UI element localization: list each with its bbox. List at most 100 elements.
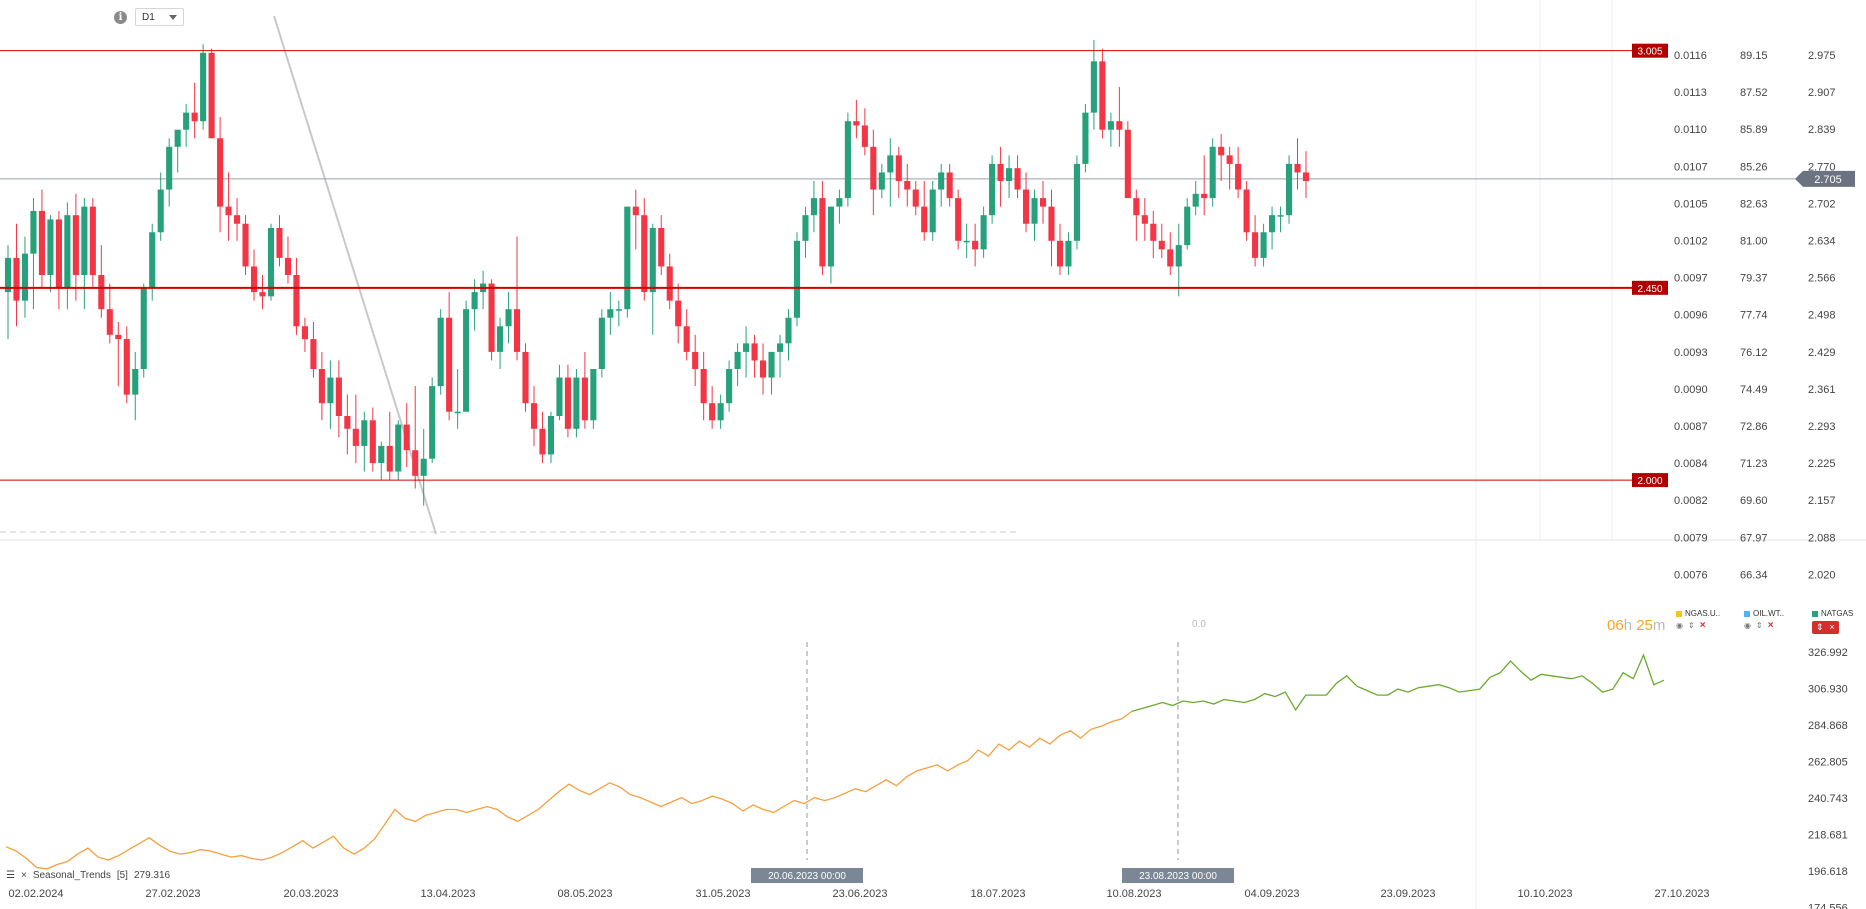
x-axis-label: 08.05.2023 <box>557 888 612 900</box>
indicator-legend[interactable]: ☰ × Seasonal_Trends [5] 279.316 <box>6 870 170 881</box>
candle-body <box>1107 121 1114 130</box>
candle-body <box>1056 240 1064 267</box>
candle-body <box>649 228 656 293</box>
candle-body <box>743 343 750 352</box>
candle-body <box>157 189 164 233</box>
sort-icon[interactable]: ⇕ <box>1687 621 1695 630</box>
candle-body <box>1243 189 1250 233</box>
candle-body <box>318 369 325 404</box>
candle-body <box>793 240 801 318</box>
candle-body <box>895 155 902 181</box>
candle-body <box>683 326 690 352</box>
candle-body <box>327 377 334 404</box>
candle-body <box>72 215 79 275</box>
legend-natgas-label: NATGAS <box>1821 609 1854 618</box>
candle-body <box>692 351 699 369</box>
candle-body <box>1039 198 1047 207</box>
axis-tick-label: 81.00 <box>1740 236 1768 248</box>
axis-tick-label: 0.0082 <box>1674 495 1708 507</box>
candle-body <box>132 369 139 395</box>
legend-natgas[interactable]: NATGAS ⇕ × <box>1812 609 1853 634</box>
candle-body <box>335 377 342 416</box>
x-axis-label: 02.02.2024 <box>8 888 63 900</box>
crosshair-tag <box>1122 868 1234 883</box>
legend-active-controls[interactable]: ⇕ × <box>1812 621 1839 634</box>
current-price-badge <box>1795 170 1855 187</box>
axis-tick-label: 0.0116 <box>1674 50 1707 62</box>
candle-body <box>1150 223 1157 241</box>
axis-tick-label: 2.634 <box>1808 236 1836 248</box>
candle-body <box>1218 146 1225 156</box>
candle-body <box>361 420 368 446</box>
axis-tick-label: 2.157 <box>1808 495 1836 507</box>
legend-oilwt[interactable]: OIL.WT.. ◉ ⇕ × <box>1744 609 1784 630</box>
sort-icon[interactable]: ⇕ <box>1816 622 1824 632</box>
close-icon[interactable]: × <box>1829 622 1835 632</box>
candle-body <box>242 223 249 267</box>
zero-label: 0.0 <box>1192 619 1206 630</box>
legend-swatch <box>1676 610 1682 617</box>
candle-body <box>607 309 614 318</box>
eye-icon[interactable]: ◉ <box>1744 621 1751 630</box>
candle-body <box>21 253 29 301</box>
candle-body <box>912 189 919 207</box>
info-icon[interactable]: i <box>114 10 127 24</box>
close-icon[interactable]: × <box>1767 619 1774 631</box>
axis-tick-label: 2.293 <box>1808 421 1836 433</box>
axis-tick-label: 85.89 <box>1740 124 1768 136</box>
axis-tick-label: 79.37 <box>1740 273 1768 285</box>
candle-body <box>539 428 546 455</box>
candle-body <box>1006 168 1013 181</box>
current-price-label: 2.705 <box>1814 174 1842 186</box>
candle-body <box>437 317 444 387</box>
candle-body <box>301 326 308 340</box>
axis-tick-label: 0.0110 <box>1674 124 1707 136</box>
chart-toolbar: i D1 <box>114 8 184 26</box>
seasonal-axis-label: 306.930 <box>1808 684 1848 696</box>
candle-body <box>921 206 928 233</box>
candle-body <box>386 445 393 472</box>
seasonal-axis-label: 262.805 <box>1808 757 1848 769</box>
seasonal-axis-label: 284.868 <box>1808 720 1848 732</box>
candle-body <box>89 206 96 275</box>
indicator-period: [5] <box>116 870 128 881</box>
close-icon[interactable]: × <box>1699 619 1706 631</box>
axis-tick-label: 0.0076 <box>1674 569 1708 581</box>
candle-body <box>310 339 317 369</box>
timeframe-select[interactable]: D1 <box>135 8 184 26</box>
candle-body <box>1209 146 1216 199</box>
candle-countdown: 06h 25m <box>1607 617 1665 634</box>
indicator-menu-icon[interactable]: ☰ <box>6 870 15 881</box>
candle-body <box>191 112 198 122</box>
axis-tick-label: 76.12 <box>1740 347 1768 359</box>
sort-icon[interactable]: ⇕ <box>1755 621 1763 630</box>
candle-body <box>463 309 470 412</box>
candle-body <box>827 206 834 267</box>
candle-body <box>488 283 495 352</box>
eye-icon[interactable]: ◉ <box>1676 621 1683 630</box>
candle-body <box>938 172 945 190</box>
x-axis-label: 10.10.2023 <box>1517 888 1572 900</box>
axis-tick-label: 2.225 <box>1808 458 1836 470</box>
candle-body <box>1090 61 1097 113</box>
candle-body <box>802 215 809 241</box>
candle-body <box>4 257 12 293</box>
legend-ngas[interactable]: NGAS.U.. ◉ ⇕ × <box>1676 609 1720 630</box>
indicator-close-icon[interactable]: × <box>20 870 27 881</box>
timer-minutes: 25 <box>1636 617 1653 634</box>
indicator-name: Seasonal_Trends <box>32 870 111 881</box>
candle-body <box>1294 163 1301 173</box>
candle-body <box>878 172 885 190</box>
indicator-value: 279.316 <box>133 870 171 881</box>
candle-body <box>547 416 555 455</box>
candle-body <box>115 334 122 340</box>
candle-body <box>573 377 580 429</box>
axis-tick-label: 72.86 <box>1740 421 1768 433</box>
candle-body <box>1226 155 1233 164</box>
legend-swatch <box>1812 610 1818 617</box>
axis-tick-label: 0.0093 <box>1674 347 1708 359</box>
level-tag-label: 3.005 <box>1637 47 1662 58</box>
timeframe-value: D1 <box>142 11 155 23</box>
candle-body <box>1158 240 1165 250</box>
